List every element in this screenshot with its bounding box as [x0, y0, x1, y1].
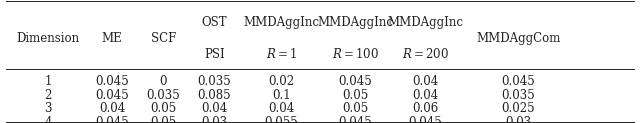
Text: 0.045: 0.045 [339, 75, 372, 88]
Text: MMDAggCom: MMDAggCom [476, 32, 561, 45]
Text: Dimension: Dimension [17, 32, 79, 45]
Text: 0.045: 0.045 [502, 75, 535, 88]
Text: 0.04: 0.04 [201, 102, 228, 115]
Text: 0.035: 0.035 [147, 89, 180, 102]
Text: 0: 0 [159, 75, 167, 88]
Text: 2: 2 [44, 89, 52, 102]
Text: 0.045: 0.045 [95, 75, 129, 88]
Text: MMDAggInc: MMDAggInc [388, 16, 463, 29]
Text: ME: ME [102, 32, 122, 45]
Text: 0.05: 0.05 [342, 89, 369, 102]
Text: 0.045: 0.045 [95, 116, 129, 123]
Text: 0.04: 0.04 [99, 102, 125, 115]
Text: 0.04: 0.04 [412, 75, 439, 88]
Text: $R = 100$: $R = 100$ [332, 47, 379, 61]
Text: 3: 3 [44, 102, 52, 115]
Text: $R = 1$: $R = 1$ [266, 47, 297, 61]
Text: SCF: SCF [150, 32, 176, 45]
Text: MMDAggInc: MMDAggInc [317, 16, 393, 29]
Text: 0.04: 0.04 [268, 102, 295, 115]
Text: 4: 4 [44, 116, 52, 123]
Text: 0.045: 0.045 [409, 116, 442, 123]
Text: 0.02: 0.02 [269, 75, 294, 88]
Text: 0.085: 0.085 [198, 89, 231, 102]
Text: OST: OST [202, 16, 227, 29]
Text: 0.05: 0.05 [342, 102, 369, 115]
Text: 0.045: 0.045 [339, 116, 372, 123]
Text: 0.035: 0.035 [502, 89, 535, 102]
Text: 0.1: 0.1 [272, 89, 291, 102]
Text: 0.055: 0.055 [265, 116, 298, 123]
Text: 0.045: 0.045 [95, 89, 129, 102]
Text: 0.035: 0.035 [198, 75, 231, 88]
Text: 0.04: 0.04 [412, 89, 439, 102]
Text: MMDAggInc: MMDAggInc [244, 16, 319, 29]
Text: 0.03: 0.03 [505, 116, 532, 123]
Text: PSI: PSI [204, 48, 225, 61]
Text: 0.05: 0.05 [150, 116, 177, 123]
Text: 0.05: 0.05 [150, 102, 177, 115]
Text: 0.06: 0.06 [412, 102, 439, 115]
Text: 0.025: 0.025 [502, 102, 535, 115]
Text: 1: 1 [44, 75, 52, 88]
Text: 0.03: 0.03 [201, 116, 228, 123]
Text: $R = 200$: $R = 200$ [402, 47, 449, 61]
